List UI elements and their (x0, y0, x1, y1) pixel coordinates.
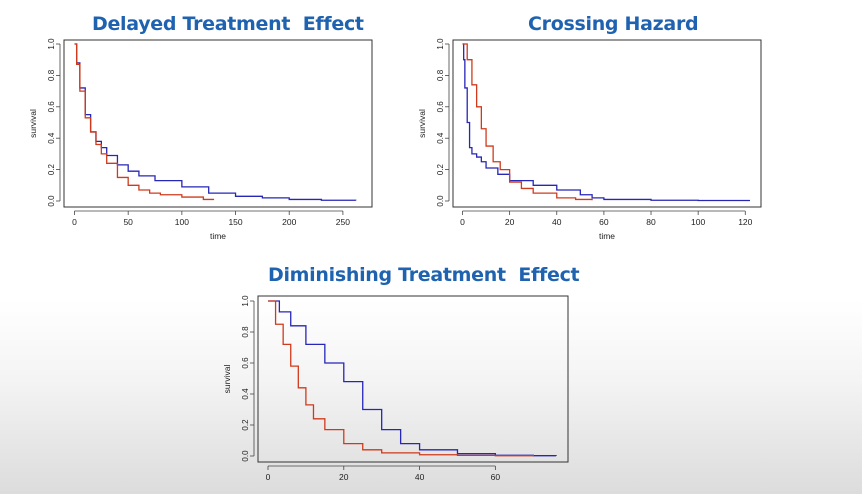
x-tick-label: 40 (552, 217, 562, 227)
y-tick-label: 0.4 (47, 132, 56, 144)
chart2-title: Crossing Hazard (528, 13, 699, 35)
x-tick-label: 100 (175, 217, 189, 227)
y-tick-label: 1.0 (436, 38, 445, 50)
plot-frame (452, 39, 762, 208)
y-tick-label: 0.6 (436, 101, 445, 113)
x-tick-label: 0 (266, 472, 271, 482)
y-tick-label: 0.2 (436, 163, 445, 175)
y-axis-label: survival (417, 109, 427, 138)
x-tick-label: 0 (72, 217, 77, 227)
y-tick-label: 0.0 (436, 195, 445, 207)
x-tick-label: 50 (123, 217, 133, 227)
x-tick-label: 150 (228, 217, 242, 227)
y-tick-label: 0.0 (47, 195, 56, 207)
y-tick-label: 1.0 (47, 38, 56, 50)
y-axis-label: survival (222, 364, 232, 393)
chart-delayed-treatment-effect: 0 50 100 150 200 250 0.0 0.2 0.4 0.6 0.8 1.0 time sur… (28, 38, 373, 241)
x-tick-label: 20 (505, 217, 515, 227)
x-tick-label: 80 (646, 217, 656, 227)
y-tick-label: 0.8 (47, 69, 56, 81)
x-tick-label: 60 (599, 217, 609, 227)
x-tick-label: 40 (415, 472, 425, 482)
chart-crossing-hazard: 0 20 40 60 80 100 120 0.0 0.2 0.4 0.6 0.8 1.0 time sur… (417, 38, 762, 241)
y-tick-label: 0.2 (47, 163, 56, 175)
plot-frame (257, 295, 569, 463)
y-tick-label: 1.0 (241, 295, 250, 307)
y-axis-label: survival (28, 109, 38, 138)
y-tick-label: 0.8 (436, 69, 445, 81)
survival-curve-blue (462, 43, 750, 202)
y-tick-label: 0.4 (241, 388, 250, 400)
chart1-title: Delayed Treatment Effect (92, 13, 364, 35)
chart-diminishing-treatment-effect: 0 20 40 60 0.0 0.2 0.4 0.6 0.8 1.0 survival (222, 295, 569, 482)
x-tick-label: 60 (491, 472, 501, 482)
survival-curve-red (268, 300, 534, 457)
survival-curve-red (74, 43, 215, 201)
x-tick-label: 20 (339, 472, 349, 482)
survival-curve-blue (268, 300, 557, 457)
x-axis-label: time (210, 231, 226, 241)
x-tick-label: 250 (336, 217, 350, 227)
y-tick-label: 0.6 (241, 357, 250, 369)
y-tick-label: 0.2 (241, 419, 250, 431)
y-tick-label: 0.8 (241, 326, 250, 338)
x-tick-label: 100 (691, 217, 705, 227)
x-axis-label: time (599, 231, 615, 241)
x-tick-label: 0 (460, 217, 465, 227)
y-tick-label: 0.4 (436, 132, 445, 144)
x-tick-label: 200 (282, 217, 296, 227)
x-tick-label: 120 (738, 217, 752, 227)
survival-curve-red (462, 43, 593, 201)
plot-frame (63, 39, 373, 208)
y-tick-label: 0.6 (47, 101, 56, 113)
chart3-title: Diminishing Treatment Effect (268, 264, 580, 286)
survival-curve-blue (74, 43, 357, 201)
y-tick-label: 0.0 (241, 450, 250, 462)
